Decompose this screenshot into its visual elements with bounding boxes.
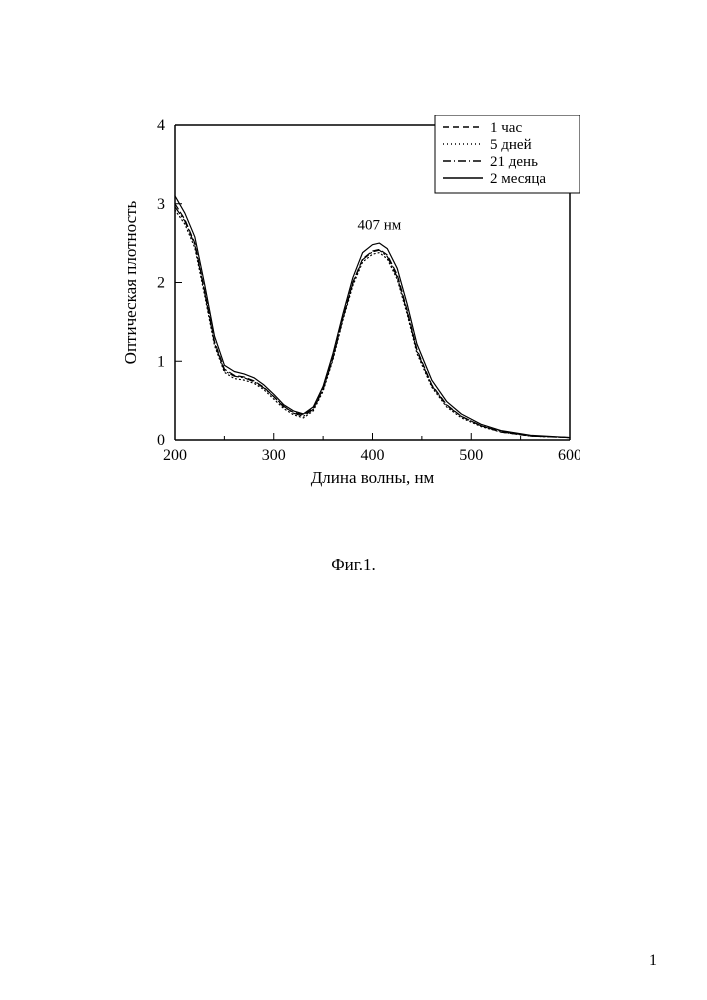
svg-text:600: 600: [558, 447, 580, 464]
svg-text:400: 400: [361, 447, 385, 464]
page-number: 1: [649, 952, 657, 970]
svg-text:4: 4: [157, 117, 165, 134]
svg-text:Длина волны, нм: Длина волны, нм: [311, 468, 435, 487]
absorbance-spectrum-chart: 200 300 400 500 600 0 1 2 3 4 Длина волны, нм Оптич…: [120, 115, 580, 495]
svg-text:Оптическая плотность: Оптическая плотность: [121, 200, 140, 364]
svg-text:2 месяца: 2 месяца: [490, 171, 546, 187]
svg-text:5 дней: 5 дней: [490, 137, 532, 153]
svg-text:2: 2: [157, 275, 165, 292]
svg-text:21 день: 21 день: [490, 154, 538, 170]
svg-text:0: 0: [157, 432, 165, 449]
page: 200 300 400 500 600 0 1 2 3 4 Длина волны, нм Оптич…: [0, 0, 707, 1000]
svg-text:1: 1: [157, 353, 165, 370]
svg-text:500: 500: [459, 447, 483, 464]
svg-text:407 нм: 407 нм: [358, 217, 402, 233]
svg-text:300: 300: [262, 447, 286, 464]
figure-caption: Фиг.1.: [0, 555, 707, 575]
svg-text:3: 3: [157, 196, 165, 213]
svg-text:200: 200: [163, 447, 187, 464]
svg-text:1 час: 1 час: [490, 120, 522, 136]
chart-svg: 200 300 400 500 600 0 1 2 3 4 Длина волны, нм Оптич…: [120, 115, 580, 495]
